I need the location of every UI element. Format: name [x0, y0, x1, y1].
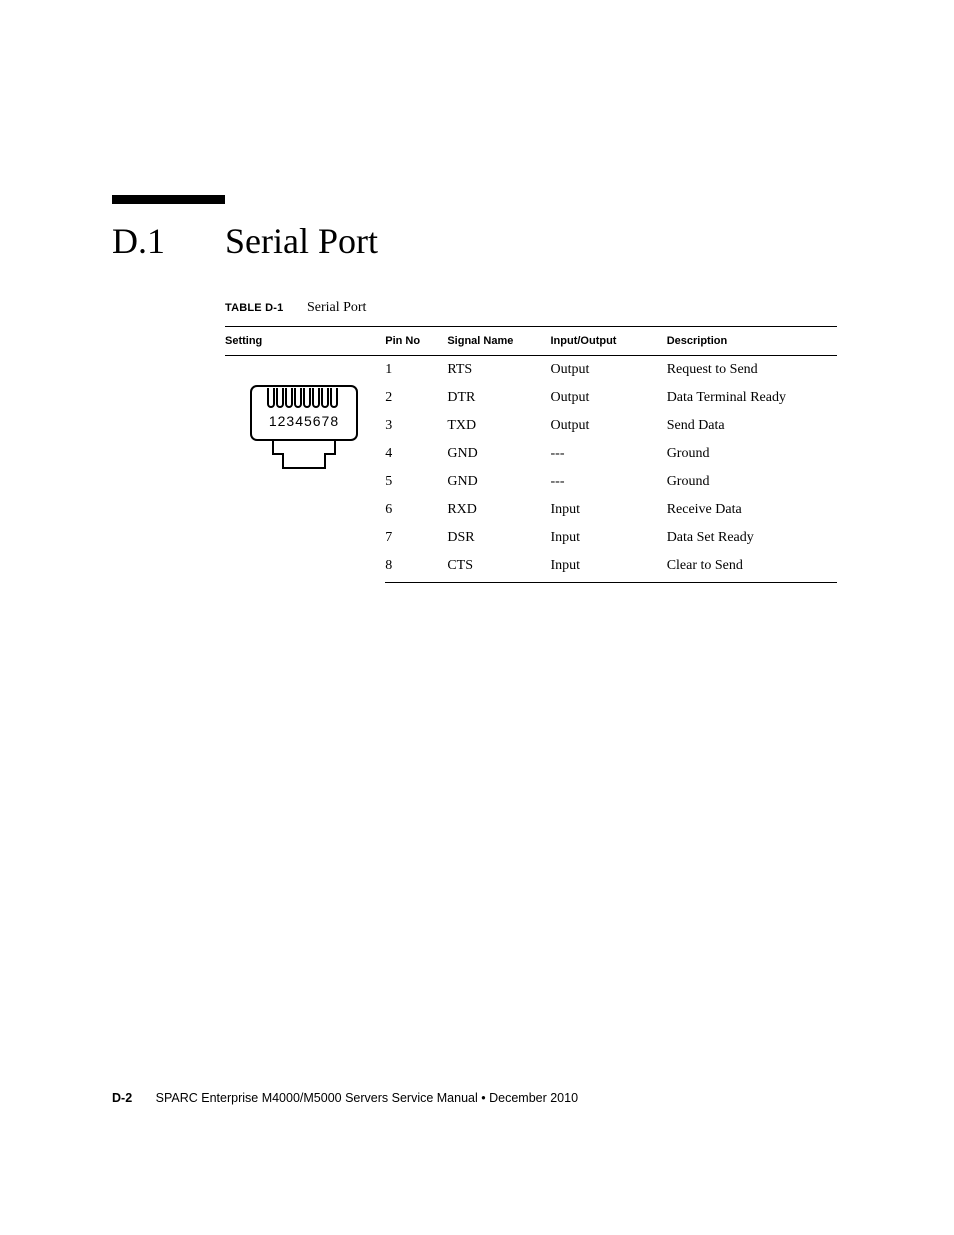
section-rule: [112, 195, 225, 204]
table-caption-title: Serial Port: [307, 300, 367, 315]
table-header-row: Setting Pin No Signal Name Input/Output …: [225, 327, 837, 356]
cell-io: Output: [551, 412, 667, 440]
cell-desc: Ground: [667, 440, 837, 468]
cell-pin: 6: [385, 496, 447, 524]
table-row: 12345678 1 RTS Output Request to Send: [225, 356, 837, 385]
footer-text: SPARC Enterprise M4000/M5000 Servers Ser…: [156, 1091, 578, 1105]
col-header-desc: Description: [667, 327, 837, 356]
cell-signal: RXD: [447, 496, 550, 524]
cell-signal: GND: [447, 468, 550, 496]
cell-signal: DSR: [447, 524, 550, 552]
table-caption-label: TABLE D-1: [225, 302, 283, 314]
cell-desc: Send Data: [667, 412, 837, 440]
cell-pin: 5: [385, 468, 447, 496]
cell-pin: 2: [385, 384, 447, 412]
cell-desc: Ground: [667, 468, 837, 496]
cell-pin: 1: [385, 356, 447, 385]
col-header-pin: Pin No: [385, 327, 447, 356]
rj45-connector-icon: 12345678: [245, 380, 363, 475]
cell-signal: GND: [447, 440, 550, 468]
connector-pin-label: 12345678: [269, 413, 339, 429]
cell-desc: Request to Send: [667, 356, 837, 385]
col-header-io: Input/Output: [551, 327, 667, 356]
cell-desc: Data Terminal Ready: [667, 384, 837, 412]
cell-io: Output: [551, 384, 667, 412]
cell-desc: Receive Data: [667, 496, 837, 524]
cell-pin: 3: [385, 412, 447, 440]
cell-io: Input: [551, 496, 667, 524]
cell-desc: Clear to Send: [667, 552, 837, 583]
section-number: D.1: [112, 220, 225, 262]
cell-io: ---: [551, 440, 667, 468]
cell-pin: 7: [385, 524, 447, 552]
cell-signal: CTS: [447, 552, 550, 583]
cell-pin: 4: [385, 440, 447, 468]
cell-io: Output: [551, 356, 667, 385]
cell-io: ---: [551, 468, 667, 496]
cell-signal: DTR: [447, 384, 550, 412]
cell-io: Input: [551, 552, 667, 583]
pinout-table: Setting Pin No Signal Name Input/Output …: [225, 326, 837, 583]
col-header-setting: Setting: [225, 327, 385, 356]
footer-page-number: D-2: [112, 1091, 132, 1105]
cell-pin: 8: [385, 552, 447, 583]
cell-signal: TXD: [447, 412, 550, 440]
cell-io: Input: [551, 524, 667, 552]
table-block: TABLE D-1 Serial Port Setting Pin No Sig…: [225, 300, 839, 583]
cell-desc: Data Set Ready: [667, 524, 837, 552]
section-heading: D.1 Serial Port: [112, 220, 839, 262]
cell-signal: RTS: [447, 356, 550, 385]
section-title: Serial Port: [225, 220, 378, 262]
connector-diagram: 12345678: [225, 362, 381, 480]
table-caption: TABLE D-1 Serial Port: [225, 300, 839, 316]
col-header-signal: Signal Name: [447, 327, 550, 356]
page-footer: D-2 SPARC Enterprise M4000/M5000 Servers…: [112, 1091, 578, 1105]
